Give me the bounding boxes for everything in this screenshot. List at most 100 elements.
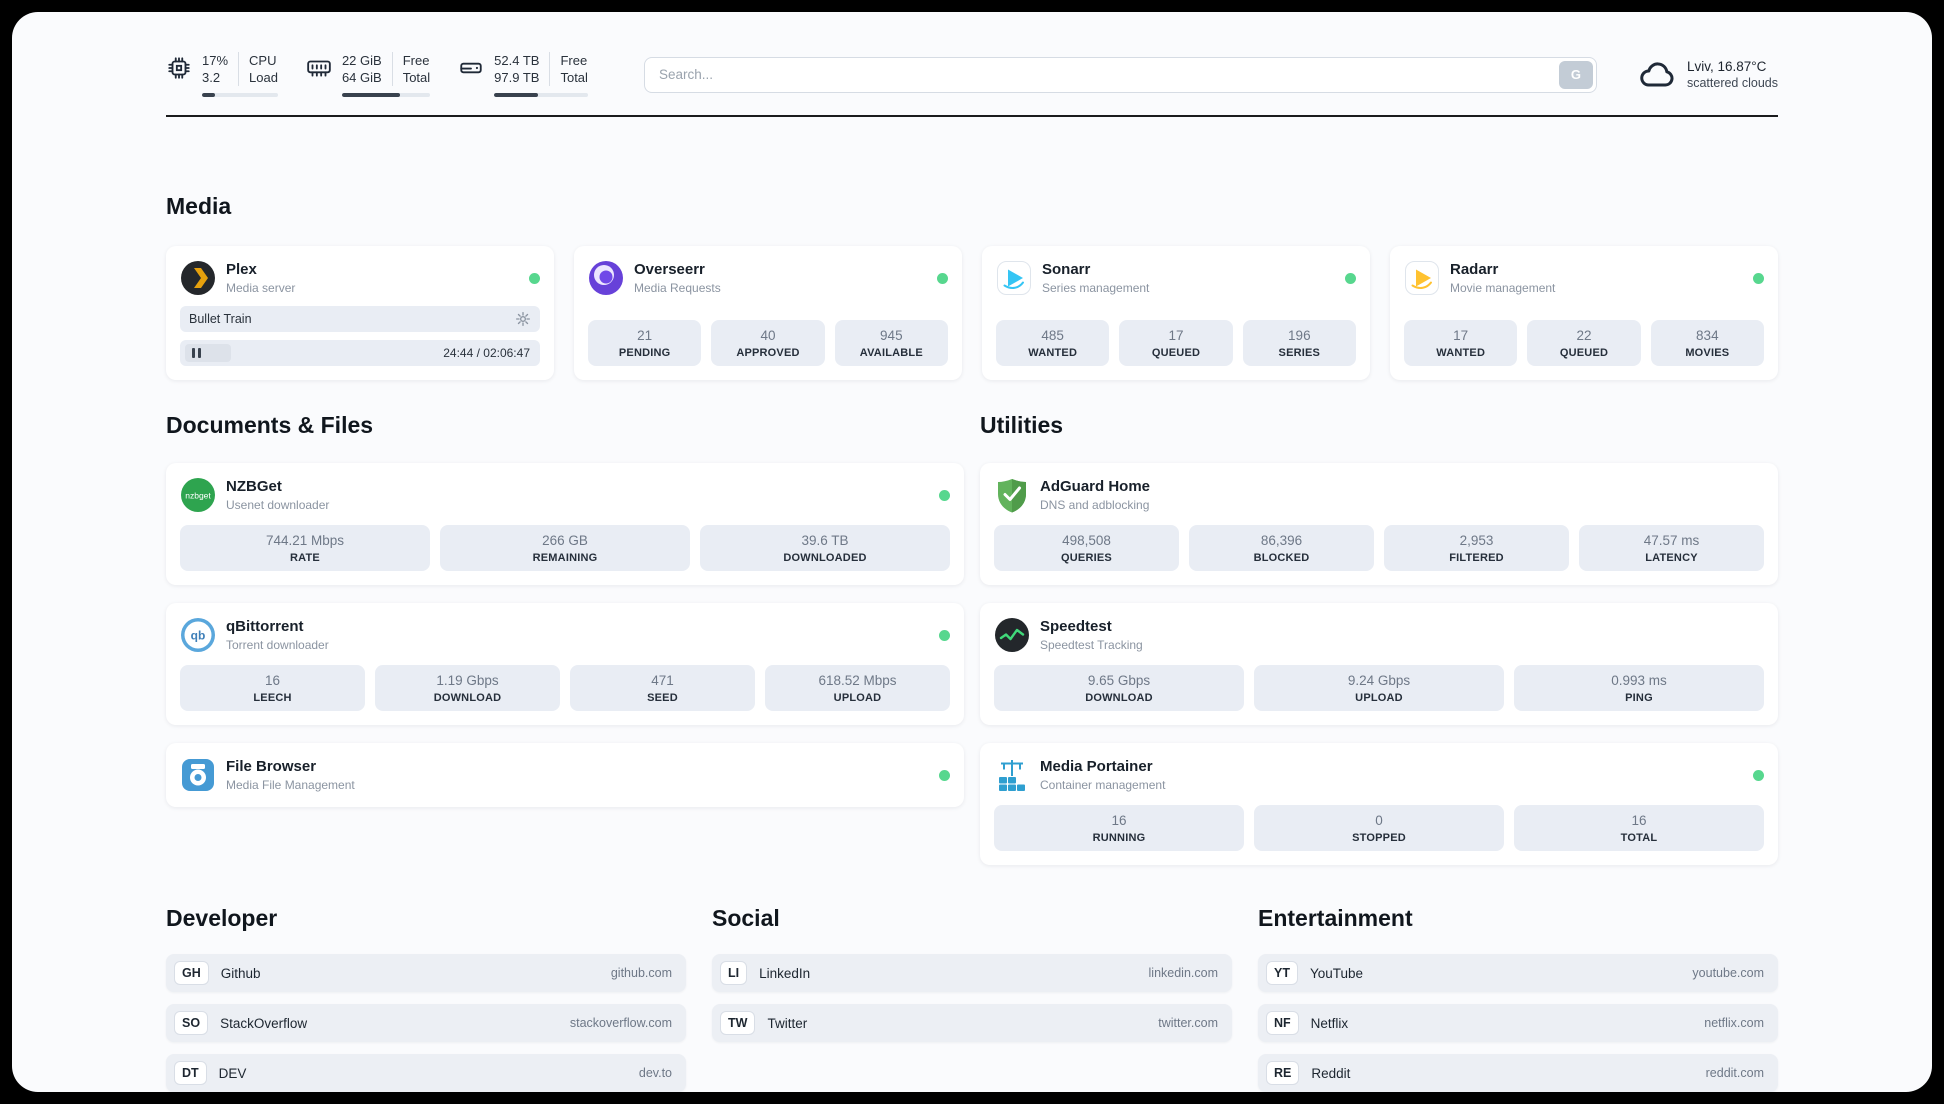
overseerr-card[interactable]: Overseerr Media Requests 21 PENDING 40 APPROV… <box>574 246 962 380</box>
stat-value: 0.993 ms <box>1611 673 1667 688</box>
media-portainer-card[interactable]: Media Portainer Container management 16 RUN… <box>980 743 1778 865</box>
disk-total-label: Total <box>560 70 588 85</box>
section-utilities: Utilities AdGuard Home DNS and adblocking… <box>980 412 1778 865</box>
link-name: DEV <box>218 1065 247 1081</box>
stat-box: 744.21 Mbps RATE <box>180 525 430 571</box>
stat-box: 9.65 Gbps DOWNLOAD <box>994 665 1244 711</box>
link-dev[interactable]: DT DEV dev.to <box>166 1054 686 1092</box>
link-github[interactable]: GH Github github.com <box>166 954 686 992</box>
filebrowser-icon <box>180 757 216 793</box>
qbittorrent-card[interactable]: qb qBittorrent Torrent downloader 16 LEECH 1.… <box>166 603 964 725</box>
search-input[interactable] <box>643 56 1597 93</box>
cpu-chip-icon <box>166 55 192 81</box>
app-subtitle: DNS and adblocking <box>1040 498 1150 512</box>
app-meta: Overseerr Media Requests <box>634 261 721 295</box>
stat-value: 0 <box>1375 813 1383 828</box>
card-header: Sonarr Series management <box>996 260 1356 296</box>
cpu-load-value: 3.2 <box>202 70 221 85</box>
stat-label: WANTED <box>1028 347 1078 359</box>
stats-row: 744.21 Mbps RATE 266 GB REMAINING 39.6 TB DOW… <box>180 525 950 571</box>
stat-box: 945 AVAILABLE <box>834 320 948 366</box>
section-title-entertainment: Entertainment <box>1258 905 1413 931</box>
link-linkedin[interactable]: LI LinkedIn linkedin.com <box>712 954 1232 992</box>
link-url: stackoverflow.com <box>569 1016 672 1030</box>
cpu-percent: 17% <box>202 53 229 68</box>
cpu-progressbar <box>202 93 278 97</box>
link-stackoverflow[interactable]: SO StackOverflow stackoverflow.com <box>166 1004 686 1042</box>
topbar: 17% 3.2 CPU Load <box>166 52 1778 97</box>
stat-value: 2,953 <box>1459 533 1494 548</box>
divider <box>391 52 393 86</box>
status-online-dot <box>1753 769 1764 781</box>
link-abbr: GH <box>174 961 209 985</box>
nzbget-card[interactable]: nzbget NZBGet Usenet downloader 744.21 Mbps… <box>166 463 964 585</box>
weather-location: Lviv, 16.87°C <box>1686 59 1767 74</box>
stat-box: 16 TOTAL <box>1514 805 1764 851</box>
app-subtitle: Media Requests <box>634 281 721 295</box>
stat-box: 47.57 ms LATENCY <box>1579 525 1764 571</box>
plex-card[interactable]: Plex Media server Bullet Train <box>166 246 554 380</box>
stat-value: 945 <box>880 328 903 343</box>
link-url: linkedin.com <box>1148 966 1218 980</box>
link-youtube[interactable]: YT YouTube youtube.com <box>1258 954 1778 992</box>
section-media: Media Plex Media server <box>166 193 1778 380</box>
app-name: Plex <box>226 261 257 278</box>
entertainment-links: YT YouTube youtube.com NF Netflix netflix.com… <box>1258 954 1778 1092</box>
stats-row: 485 WANTED 17 QUEUED 196 SERIES <box>996 320 1356 366</box>
section-entertainment: Entertainment YT YouTube youtube.com NF Netf… <box>1258 905 1778 1092</box>
now-playing-title: Bullet Train <box>189 312 252 326</box>
stat-box: 498,508 QUERIES <box>994 525 1179 571</box>
link-twitter[interactable]: TW Twitter twitter.com <box>712 1004 1232 1042</box>
stat-label: LEECH <box>253 692 292 704</box>
stats-row: 498,508 QUERIES 86,396 BLOCKED 2,953 FILTERED… <box>994 525 1764 571</box>
radarr-card[interactable]: Radarr Movie management 17 WANTED 22 QUEUED 83… <box>1390 246 1778 380</box>
stat-label: APPROVED <box>736 347 800 359</box>
settings-gear-icon[interactable] <box>515 311 531 327</box>
stat-value: 40 <box>760 328 776 343</box>
file-browser-card[interactable]: File Browser Media File Management <box>166 743 964 807</box>
app-meta: Plex Media server <box>226 261 295 295</box>
section-title-documents: Documents & Files <box>166 412 374 438</box>
link-url: github.com <box>610 966 672 980</box>
stat-label: FILTERED <box>1449 552 1504 564</box>
link-url: twitter.com <box>1158 1016 1218 1030</box>
cpu-label: CPU <box>249 53 277 68</box>
memory-widget: 22 GiB 64 GiB Free Total <box>306 52 431 97</box>
stat-box: 39.6 TB DOWNLOADED <box>700 525 950 571</box>
app-subtitle: Movie management <box>1450 281 1556 295</box>
stat-box: 22 QUEUED <box>1527 320 1641 366</box>
stat-label: RUNNING <box>1092 832 1146 844</box>
section-social: Social LI LinkedIn linkedin.com TW Twitter tw… <box>712 905 1232 1092</box>
app-name: Speedtest <box>1040 618 1112 635</box>
cpu-load-label: Load <box>249 70 278 85</box>
app-meta: qBittorrent Torrent downloader <box>226 618 329 652</box>
stat-label: BLOCKED <box>1253 552 1310 564</box>
adguard-home-card[interactable]: AdGuard Home DNS and adblocking 498,508 QUE… <box>980 463 1778 585</box>
link-abbr: SO <box>174 1011 209 1035</box>
stat-value: 471 <box>651 673 674 688</box>
hard-drive-icon <box>458 55 484 81</box>
memory-free-value: 22 GiB <box>341 53 382 68</box>
media-cards-row: Plex Media server Bullet Train <box>166 246 1778 380</box>
stat-value: 1.19 Gbps <box>436 673 499 688</box>
card-header: File Browser Media File Management <box>180 757 950 793</box>
speedtest-card[interactable]: Speedtest Speedtest Tracking 9.65 Gbps DOWN… <box>980 603 1778 725</box>
stat-box: 485 WANTED <box>996 320 1110 366</box>
search-engine-button[interactable]: G <box>1558 60 1593 89</box>
stat-label: QUEUED <box>1559 347 1609 359</box>
dashboard-page: 17% 3.2 CPU Load <box>12 12 1932 1092</box>
app-subtitle: Media server <box>226 281 296 295</box>
link-reddit[interactable]: RE Reddit reddit.com <box>1258 1054 1778 1092</box>
sonarr-card[interactable]: Sonarr Series management 485 WANTED 17 QUEUED… <box>982 246 1370 380</box>
stat-label: AVAILABLE <box>859 347 923 359</box>
stats-row: 9.65 Gbps DOWNLOAD 9.24 Gbps UPLOAD 0.993 ms… <box>994 665 1764 711</box>
playback-time: 24:44 / 02:06:47 <box>443 346 530 360</box>
portainer-icon <box>994 757 1030 793</box>
now-playing-bar[interactable]: Bullet Train <box>180 306 540 332</box>
stat-box: 471 SEED <box>570 665 755 711</box>
section-developer: Developer GH Github github.com SO StackOverf… <box>166 905 686 1092</box>
link-netflix[interactable]: NF Netflix netflix.com <box>1258 1004 1778 1042</box>
pause-button[interactable] <box>185 344 231 362</box>
app-name: File Browser <box>226 758 317 775</box>
nzbget-icon: nzbget <box>180 477 216 513</box>
